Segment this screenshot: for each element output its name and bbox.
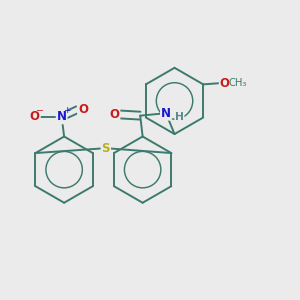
- Text: O: O: [78, 103, 88, 116]
- Text: S: S: [102, 142, 110, 155]
- Text: N: N: [161, 107, 171, 120]
- Text: O: O: [220, 76, 230, 90]
- Text: −: −: [36, 106, 44, 115]
- Text: CH₃: CH₃: [229, 78, 247, 88]
- Text: H: H: [175, 112, 184, 122]
- Text: +: +: [63, 106, 71, 115]
- Text: N: N: [57, 110, 67, 123]
- Text: O: O: [30, 110, 40, 123]
- Text: O: O: [110, 108, 119, 121]
